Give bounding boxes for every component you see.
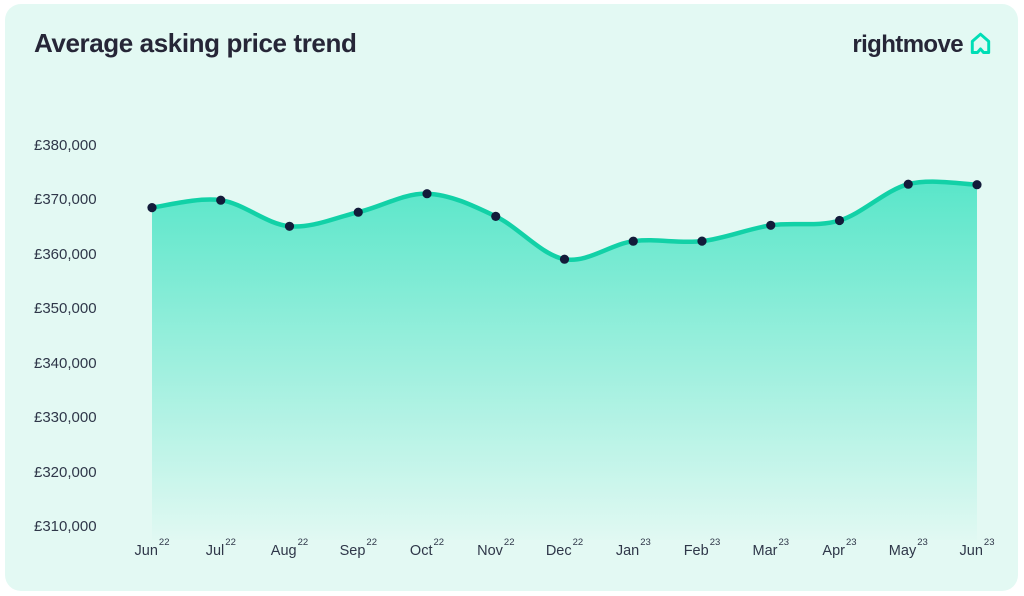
data-point-dot [766,220,776,230]
data-point-dot [491,211,501,221]
data-point-dot [422,189,432,199]
x-axis-label: Nov22 [477,536,515,559]
x-axis-label: Sep22 [339,536,377,559]
data-point-dot [353,207,363,217]
x-axis-label: Aug22 [270,536,309,559]
page-title: Average asking price trend [34,28,357,58]
x-axis-label: Jan23 [615,536,651,559]
header: Average asking price trend rightmove [34,28,994,59]
x-axis-label: May23 [888,536,928,559]
data-point-dot [697,236,707,246]
data-point-dots [147,179,982,264]
data-point-dot [147,203,157,213]
data-point-dot [284,221,295,231]
x-axis-label: Jul22 [205,536,236,559]
y-axis-label: £340,000 [34,354,97,372]
x-axis-label: Feb23 [683,536,721,559]
y-axis-label: £370,000 [34,191,97,208]
rightmove-logo: rightmove [852,31,994,59]
x-axis-label: Jun23 [959,536,995,559]
area-fill [152,181,977,540]
data-point-dot [972,180,982,190]
y-axis-label: £380,000 [34,136,97,154]
x-axis-label: Jun22 [134,536,170,559]
y-axis-label: £320,000 [34,463,97,481]
x-axis-label: Oct22 [409,536,445,559]
y-axis-label: £330,000 [34,409,97,426]
x-axis-label: Apr23 [822,536,857,559]
y-axis-label: £360,000 [34,245,97,263]
x-axis-label: Dec22 [545,536,584,559]
data-point-dot [216,195,226,205]
data-point-dot [559,254,570,264]
y-axis-label: £310,000 [34,518,97,535]
rightmove-logo-text: rightmove [852,31,963,58]
data-point-dot [834,215,845,226]
x-axis-label: Mar23 [752,536,790,559]
y-axis-label: £350,000 [34,300,97,317]
data-point-dot [903,179,913,189]
data-point-dot [628,236,638,246]
rightmove-house-icon [970,32,991,54]
